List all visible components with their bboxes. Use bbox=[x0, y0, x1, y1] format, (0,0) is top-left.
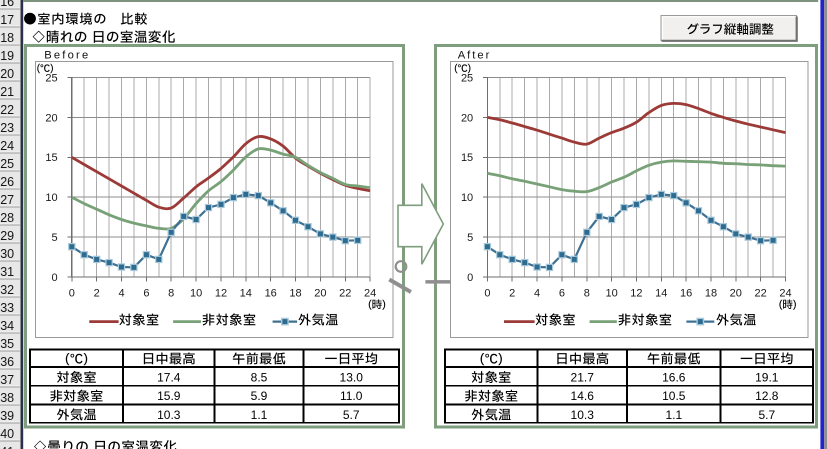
svg-text:15: 15 bbox=[461, 152, 473, 164]
svg-text:5: 5 bbox=[51, 232, 57, 244]
svg-text:16: 16 bbox=[265, 288, 277, 300]
svg-text:32: 32 bbox=[0, 283, 14, 297]
svg-text:10: 10 bbox=[45, 192, 57, 204]
svg-text:20: 20 bbox=[45, 112, 57, 124]
svg-text:19: 19 bbox=[0, 49, 14, 63]
svg-text:11.0: 11.0 bbox=[340, 389, 363, 403]
svg-text:5.7: 5.7 bbox=[343, 408, 360, 422]
svg-text:25: 25 bbox=[461, 72, 473, 84]
svg-text:5: 5 bbox=[467, 232, 473, 244]
svg-text:20: 20 bbox=[461, 112, 473, 124]
svg-text:39: 39 bbox=[0, 409, 14, 423]
svg-text:1.1: 1.1 bbox=[251, 408, 268, 422]
svg-text:2: 2 bbox=[509, 288, 515, 300]
svg-text:33: 33 bbox=[0, 301, 14, 315]
svg-text:23: 23 bbox=[0, 121, 14, 135]
svg-text:10.5: 10.5 bbox=[662, 389, 686, 403]
svg-text:8: 8 bbox=[168, 288, 174, 300]
svg-text:38: 38 bbox=[0, 391, 14, 405]
svg-text:20: 20 bbox=[730, 288, 742, 300]
svg-text:41: 41 bbox=[0, 445, 14, 449]
svg-text:0: 0 bbox=[51, 272, 57, 284]
svg-text:6: 6 bbox=[559, 288, 565, 300]
svg-text:18: 18 bbox=[289, 288, 301, 300]
svg-text:15: 15 bbox=[45, 152, 57, 164]
svg-text:31: 31 bbox=[0, 265, 14, 279]
svg-text:21: 21 bbox=[0, 85, 14, 99]
svg-text:26: 26 bbox=[0, 175, 14, 189]
svg-text:40: 40 bbox=[0, 427, 14, 441]
svg-text:2: 2 bbox=[94, 288, 100, 300]
svg-text:24: 24 bbox=[364, 288, 376, 300]
svg-text:6: 6 bbox=[143, 288, 149, 300]
svg-text:22: 22 bbox=[754, 288, 766, 300]
svg-text:12.8: 12.8 bbox=[755, 389, 779, 403]
svg-text:28: 28 bbox=[0, 211, 14, 225]
svg-text:20: 20 bbox=[314, 288, 326, 300]
svg-text:10: 10 bbox=[605, 288, 617, 300]
svg-text:17: 17 bbox=[0, 13, 14, 27]
svg-text:16: 16 bbox=[0, 0, 14, 9]
svg-text:22: 22 bbox=[0, 103, 14, 117]
svg-text:10.3: 10.3 bbox=[571, 408, 595, 422]
svg-text:27: 27 bbox=[0, 193, 14, 207]
svg-text:14: 14 bbox=[240, 288, 252, 300]
svg-text:0: 0 bbox=[69, 288, 75, 300]
svg-text:17.4: 17.4 bbox=[157, 370, 181, 384]
svg-text:22: 22 bbox=[339, 288, 351, 300]
svg-text:21.7: 21.7 bbox=[571, 370, 595, 384]
svg-text:5.9: 5.9 bbox=[251, 389, 268, 403]
svg-text:12: 12 bbox=[215, 288, 227, 300]
svg-text:20: 20 bbox=[0, 67, 14, 81]
svg-text:8.5: 8.5 bbox=[251, 370, 268, 384]
svg-text:15.9: 15.9 bbox=[157, 389, 181, 403]
svg-text:1.1: 1.1 bbox=[665, 408, 682, 422]
svg-text:24: 24 bbox=[779, 288, 791, 300]
svg-text:10.3: 10.3 bbox=[157, 408, 181, 422]
svg-text:37: 37 bbox=[0, 373, 14, 387]
svg-text:25: 25 bbox=[0, 157, 14, 171]
svg-text:36: 36 bbox=[0, 355, 14, 369]
svg-text:10: 10 bbox=[461, 192, 473, 204]
svg-text:0: 0 bbox=[467, 272, 473, 284]
svg-text:35: 35 bbox=[0, 337, 14, 351]
svg-text:30: 30 bbox=[0, 247, 14, 261]
svg-text:18: 18 bbox=[0, 31, 14, 45]
svg-text:10: 10 bbox=[190, 288, 202, 300]
svg-text:After: After bbox=[458, 50, 490, 62]
svg-text:8: 8 bbox=[584, 288, 590, 300]
svg-text:13.0: 13.0 bbox=[340, 370, 364, 384]
svg-text:19.1: 19.1 bbox=[755, 370, 779, 384]
svg-text:12: 12 bbox=[630, 288, 642, 300]
svg-text:34: 34 bbox=[0, 319, 14, 333]
svg-text:14: 14 bbox=[655, 288, 667, 300]
svg-text:16: 16 bbox=[680, 288, 692, 300]
svg-text:4: 4 bbox=[534, 288, 540, 300]
svg-text:5.7: 5.7 bbox=[758, 408, 775, 422]
svg-text:14.6: 14.6 bbox=[571, 389, 595, 403]
svg-text:16.6: 16.6 bbox=[662, 370, 686, 384]
svg-text:4: 4 bbox=[118, 288, 124, 300]
svg-text:24: 24 bbox=[0, 139, 14, 153]
svg-text:29: 29 bbox=[0, 229, 14, 243]
svg-text:0: 0 bbox=[484, 288, 490, 300]
svg-text:25: 25 bbox=[45, 72, 57, 84]
svg-text:18: 18 bbox=[705, 288, 717, 300]
